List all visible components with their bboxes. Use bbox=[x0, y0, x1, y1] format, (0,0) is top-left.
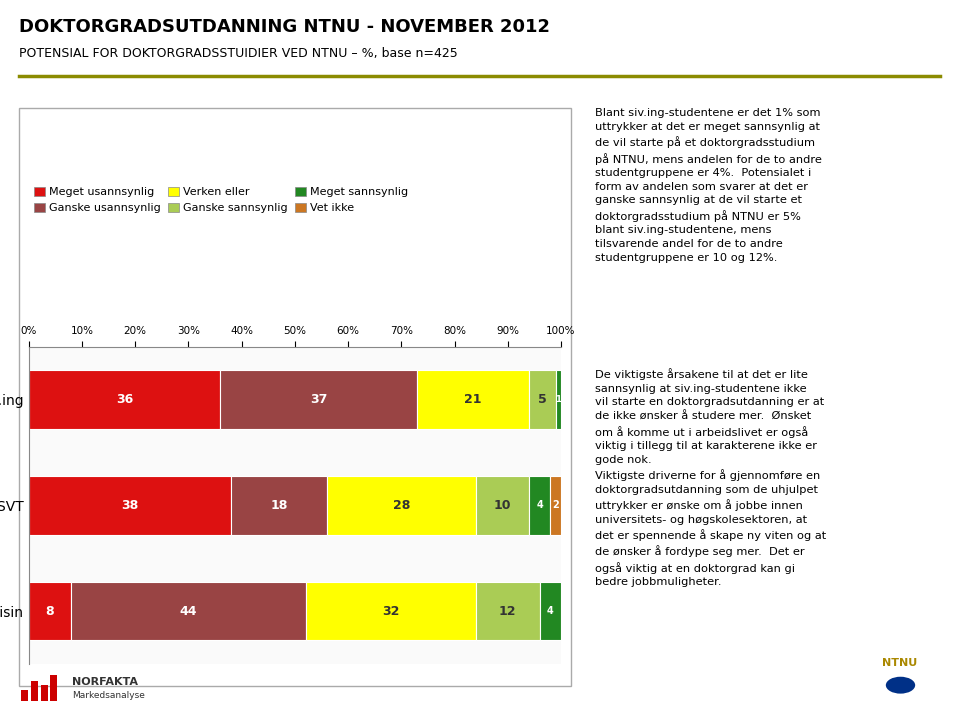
Text: NTNU: NTNU bbox=[882, 658, 917, 668]
Bar bbox=[476, 582, 540, 640]
Bar bbox=[550, 477, 561, 534]
Bar bbox=[29, 477, 231, 534]
Text: Blant siv.ing-studentene er det 1% som
uttrykker at det er meget sannsynlig at
d: Blant siv.ing-studentene er det 1% som u… bbox=[595, 108, 822, 263]
Text: 5: 5 bbox=[538, 393, 547, 406]
Text: 32: 32 bbox=[382, 605, 399, 618]
Text: 28: 28 bbox=[392, 499, 410, 512]
Text: NORFAKTA: NORFAKTA bbox=[72, 677, 138, 687]
Text: 12: 12 bbox=[499, 605, 517, 618]
Text: De viktigste årsakene til at det er lite
sannsynlig at siv.ing-studentene ikke
v: De viktigste årsakene til at det er lite… bbox=[595, 368, 826, 588]
Text: 38: 38 bbox=[121, 499, 138, 512]
Text: 1: 1 bbox=[555, 395, 561, 404]
Bar bbox=[529, 370, 555, 429]
Text: Markedsanalyse: Markedsanalyse bbox=[72, 692, 145, 700]
Bar bbox=[327, 477, 476, 534]
Bar bbox=[21, 690, 29, 701]
Bar bbox=[529, 477, 550, 534]
Text: 2: 2 bbox=[552, 500, 559, 510]
Text: 10: 10 bbox=[494, 499, 511, 512]
Text: 4: 4 bbox=[536, 500, 543, 510]
Text: 18: 18 bbox=[270, 499, 288, 512]
Bar bbox=[31, 681, 38, 701]
Bar bbox=[555, 370, 561, 429]
Bar bbox=[476, 477, 529, 534]
Bar bbox=[231, 477, 327, 534]
Text: DOKTORGRADSUTDANNING NTNU - NOVEMBER 2012: DOKTORGRADSUTDANNING NTNU - NOVEMBER 201… bbox=[19, 18, 550, 36]
Bar bbox=[221, 370, 417, 429]
Ellipse shape bbox=[886, 677, 915, 694]
Legend: Meget usannsynlig, Ganske usannsynlig, Verken eller, Ganske sannsynlig, Meget sa: Meget usannsynlig, Ganske usannsynlig, V… bbox=[34, 187, 409, 214]
Bar bbox=[29, 582, 71, 640]
Bar bbox=[29, 370, 221, 429]
Text: POTENSIAL FOR DOKTORGRADSSTUIDIER VED NTNU – %, base n=425: POTENSIAL FOR DOKTORGRADSSTUIDIER VED NT… bbox=[19, 47, 458, 60]
Text: 4: 4 bbox=[547, 606, 553, 617]
Bar bbox=[306, 582, 476, 640]
Text: 37: 37 bbox=[310, 393, 328, 406]
Text: 44: 44 bbox=[179, 605, 198, 618]
Bar bbox=[50, 675, 58, 701]
Text: 36: 36 bbox=[116, 393, 133, 406]
Text: 21: 21 bbox=[464, 393, 482, 406]
Bar bbox=[71, 582, 306, 640]
Bar bbox=[417, 370, 529, 429]
Text: 8: 8 bbox=[46, 605, 55, 618]
Bar bbox=[40, 685, 48, 701]
Bar bbox=[540, 582, 561, 640]
